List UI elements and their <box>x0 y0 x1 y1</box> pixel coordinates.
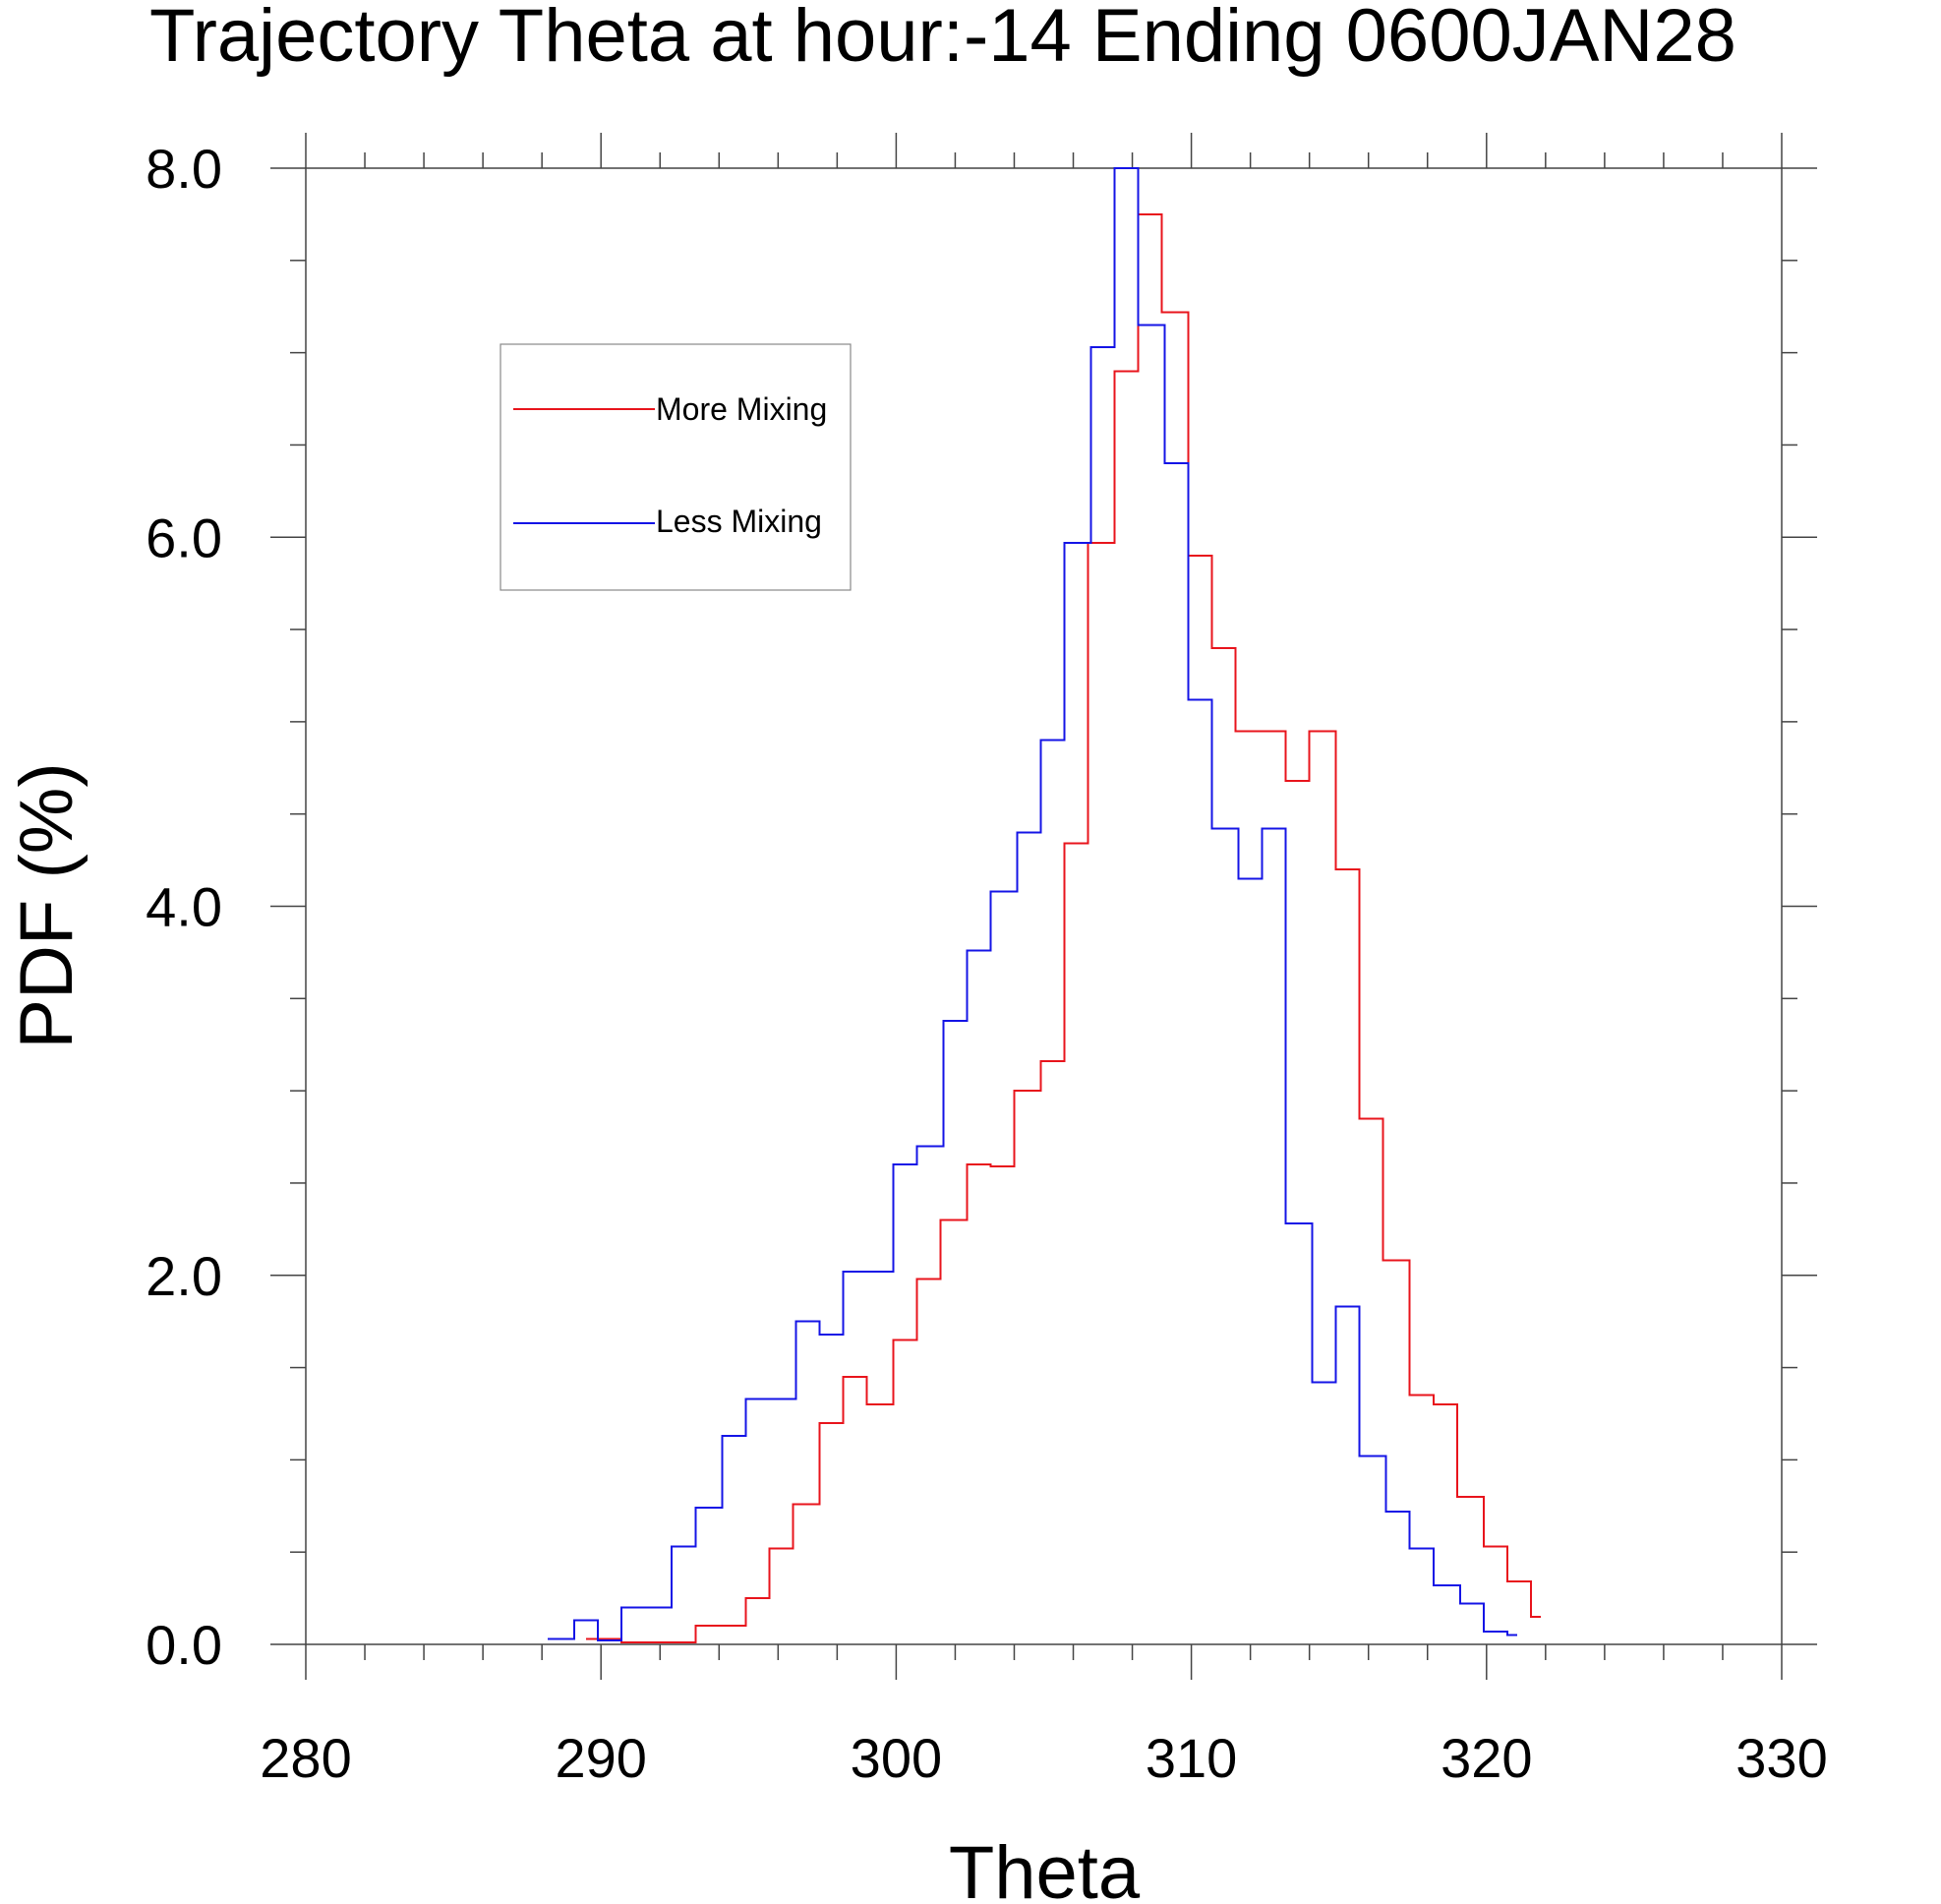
chart-title: Trajectory Theta at hour:-14 Ending 0600… <box>149 0 1736 78</box>
y-tick-label: 2.0 <box>146 1245 222 1307</box>
legend-label-more-mixing: More Mixing <box>656 391 827 427</box>
legend: More Mixing Less Mixing <box>500 343 852 591</box>
x-axis-label: Theta <box>949 1831 1141 1904</box>
legend-label-less-mixing: Less Mixing <box>656 504 822 539</box>
y-tick-label: 8.0 <box>146 138 222 200</box>
series-line-less-mixing <box>548 167 1517 1642</box>
y-tick-labels: 0.0 2.0 4.0 6.0 8.0 <box>146 138 222 1676</box>
y-tick-label: 6.0 <box>146 506 222 568</box>
series-layer <box>548 167 1541 1644</box>
x-tick-label: 280 <box>260 1727 351 1789</box>
x-tick-label: 300 <box>851 1727 942 1789</box>
y-tick-label: 4.0 <box>146 876 222 938</box>
x-tick-label: 320 <box>1441 1727 1532 1789</box>
x-tick-label: 330 <box>1735 1727 1827 1789</box>
axis-ticks <box>270 133 1817 1680</box>
x-tick-label: 290 <box>555 1727 646 1789</box>
series-line-more-mixing <box>586 212 1541 1644</box>
x-tick-label: 310 <box>1146 1727 1237 1789</box>
x-tick-labels: 280 290 300 310 320 330 <box>260 1727 1827 1789</box>
legend-box <box>500 343 852 591</box>
y-tick-label: 0.0 <box>146 1614 222 1676</box>
y-axis-label: PDF (%) <box>5 762 88 1048</box>
